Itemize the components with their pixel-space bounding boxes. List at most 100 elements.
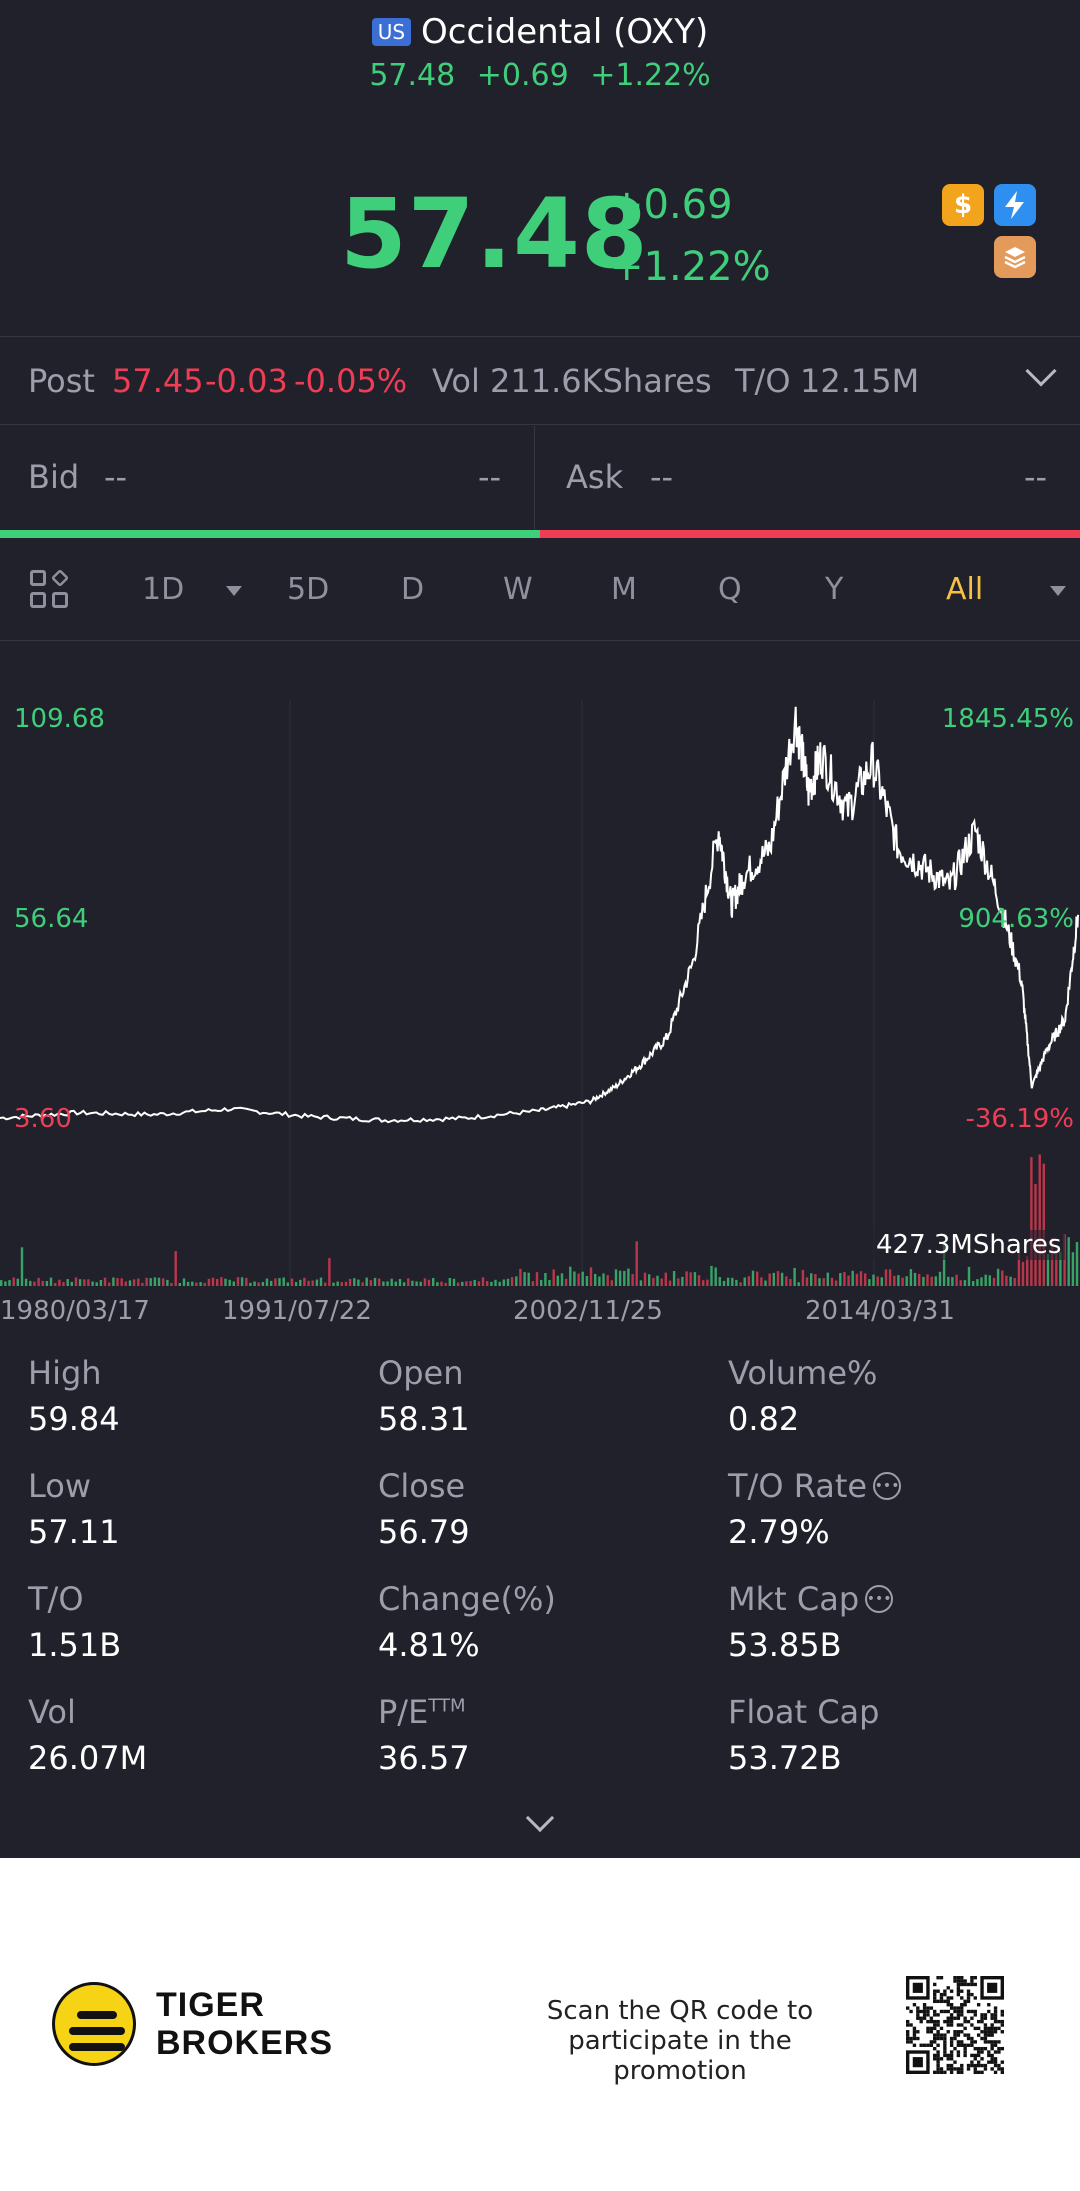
volume-bar: [822, 1278, 825, 1286]
volume-bar: [436, 1282, 439, 1286]
volume-bar: [315, 1279, 319, 1286]
volume-bar: [207, 1278, 211, 1286]
volume-bar: [228, 1279, 231, 1286]
qr-code-icon[interactable]: [906, 1976, 1004, 2074]
tab-y[interactable]: Y: [825, 572, 844, 607]
y-axis-left-top: 109.68: [14, 704, 105, 734]
post-change: -0.03: [205, 362, 288, 400]
post-vol-label: Vol: [432, 362, 480, 400]
volume-bar: [594, 1273, 597, 1286]
volume-bar: [569, 1266, 572, 1286]
header-quote: 57.48 +0.69 +1.22%: [0, 58, 1080, 93]
volume-bar: [423, 1278, 427, 1286]
volume-bar: [988, 1275, 991, 1286]
post-market-row[interactable]: Post 57.45 -0.03 -0.05% Vol 211.6KShares…: [0, 338, 1080, 424]
volume-bar: [456, 1282, 460, 1286]
volume-bar: [373, 1277, 377, 1286]
volume-bar: [772, 1272, 775, 1286]
price-change: +0.69: [610, 182, 733, 228]
volume-bar: [959, 1280, 962, 1286]
price-chart[interactable]: [0, 690, 1080, 1330]
volume-bar: [523, 1272, 526, 1286]
caret-down-icon[interactable]: [226, 586, 242, 596]
volume-bar: [610, 1280, 613, 1286]
stat-label: Volume%: [728, 1354, 878, 1392]
volume-bar: [33, 1281, 36, 1286]
volume-bar: [95, 1282, 98, 1286]
volume-bar: [681, 1276, 684, 1286]
volume-bar: [4, 1281, 7, 1286]
volume-bar: [652, 1277, 655, 1286]
volume-bar: [137, 1278, 140, 1286]
volume-bar: [1075, 1242, 1079, 1286]
bid-size: --: [478, 458, 502, 496]
volume-bar: [951, 1277, 954, 1286]
info-icon[interactable]: •••: [865, 1585, 894, 1613]
info-icon[interactable]: •••: [873, 1472, 902, 1500]
post-change-pct: -0.05%: [294, 362, 408, 400]
stat-open: Open 58.31: [378, 1354, 718, 1438]
tab-all[interactable]: All: [946, 572, 984, 607]
volume-bar: [157, 1277, 161, 1286]
volume-bar: [718, 1277, 721, 1286]
promo-line-2: participate in the promotion: [568, 2026, 792, 2086]
dollar-icon[interactable]: $: [942, 184, 984, 226]
volume-bar: [1005, 1275, 1008, 1286]
volume-bar: [440, 1281, 443, 1286]
header-price: 57.48: [369, 58, 456, 93]
x-axis-tick: 1991/07/22: [222, 1296, 372, 1326]
volume-bar: [722, 1280, 726, 1286]
y-axis-right-top: 1845.45%: [941, 704, 1074, 734]
volume-bar: [926, 1274, 929, 1286]
volume-bar: [224, 1278, 227, 1286]
volume-bar: [1038, 1154, 1041, 1286]
volume-bar: [37, 1277, 40, 1286]
volume-bar: [344, 1281, 348, 1286]
volume-bar: [648, 1274, 651, 1286]
volume-bar: [689, 1272, 692, 1286]
volume-bar: [265, 1278, 269, 1286]
volume-bar: [149, 1278, 152, 1286]
volume-bar: [328, 1258, 331, 1286]
promo-line-1: Scan the QR code to: [546, 1996, 814, 2026]
volume-bar: [868, 1279, 871, 1286]
volume-bar: [839, 1273, 842, 1286]
price-row: 57.48 +0.69 +1.22% $: [0, 170, 1080, 310]
volume-bar: [444, 1282, 447, 1286]
volume-bar: [141, 1282, 144, 1286]
layers-icon[interactable]: [994, 236, 1036, 278]
volume-bar: [448, 1278, 451, 1286]
tab-5d[interactable]: 5D: [287, 572, 330, 607]
stat-low: Low 57.11: [28, 1467, 368, 1551]
volume-bar: [419, 1281, 422, 1286]
tab-1d[interactable]: 1D: [142, 572, 185, 607]
volume-bar: [311, 1280, 314, 1286]
stat-label: Low: [28, 1467, 92, 1505]
volume-bar: [922, 1277, 925, 1286]
volume-bar: [294, 1282, 298, 1286]
stat-label: Float Cap: [728, 1693, 880, 1731]
volume-bar: [103, 1277, 107, 1286]
volume-bar: [805, 1277, 809, 1286]
volume-bar: [801, 1269, 805, 1286]
volume-bar: [697, 1275, 701, 1286]
caret-down-icon[interactable]: [1050, 586, 1066, 596]
tab-q[interactable]: Q: [718, 572, 742, 607]
volume-bar: [535, 1272, 539, 1286]
chart-layout-icon[interactable]: [30, 568, 72, 612]
lightning-icon[interactable]: [994, 184, 1036, 226]
tab-w[interactable]: W: [503, 572, 533, 607]
volume-bar: [16, 1278, 19, 1286]
volume-bar: [415, 1281, 418, 1286]
volume-bar: [378, 1278, 381, 1286]
volume-bar: [116, 1278, 119, 1286]
tab-m[interactable]: M: [611, 572, 637, 607]
volume-bar: [170, 1282, 173, 1286]
tab-d[interactable]: D: [401, 572, 425, 607]
volume-bar: [70, 1281, 73, 1286]
volume-bar: [12, 1277, 15, 1286]
volume-bar: [984, 1274, 987, 1286]
volume-bar: [332, 1282, 335, 1286]
chevron-down-icon[interactable]: [1025, 355, 1057, 387]
volume-bar: [1009, 1276, 1012, 1286]
